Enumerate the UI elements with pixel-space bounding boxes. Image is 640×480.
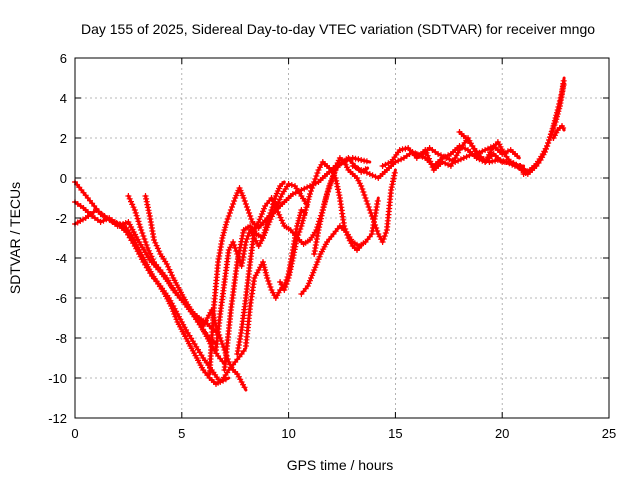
series-markers (456, 129, 524, 169)
grid (75, 58, 609, 418)
y-tick-label: -4 (55, 251, 67, 266)
x-tick-label: 5 (178, 426, 185, 441)
y-tick-label: -10 (48, 371, 67, 386)
chart-title: Day 155 of 2025, Sidereal Day-to-day VTE… (81, 21, 595, 37)
series-trace-20 (520, 80, 567, 177)
series-markers (311, 155, 398, 257)
y-tick-label: 6 (60, 51, 67, 66)
y-tick-label: -2 (55, 211, 67, 226)
y-tick-label: 4 (60, 91, 67, 106)
series-markers (72, 207, 217, 345)
x-axis-title: GPS time / hours (287, 457, 394, 473)
series-trace-16 (379, 135, 521, 173)
x-tick-label: 0 (71, 426, 78, 441)
x-axis: 0 5 10 15 20 25 (71, 58, 616, 441)
y-tick-label: 2 (60, 131, 67, 146)
y-tick-label: 0 (60, 171, 67, 186)
series-line (299, 196, 380, 296)
series-trace-14 (311, 155, 398, 257)
plot-frame (74, 57, 610, 419)
x-tick-label: 25 (602, 426, 616, 441)
y-axis-title: SDTVAR / TECUs (7, 182, 23, 294)
y-tick-label: -12 (48, 411, 67, 426)
plot-area (72, 76, 567, 392)
series-trace-9 (221, 181, 310, 373)
series-line (73, 208, 218, 346)
y-tick-label: -6 (55, 291, 67, 306)
series-line (235, 156, 370, 356)
x-tick-label: 10 (281, 426, 295, 441)
series-trace-21 (550, 123, 567, 141)
series-trace-18 (456, 129, 526, 169)
x-tick-label: 15 (388, 426, 402, 441)
series-trace-10 (234, 155, 370, 357)
series-markers (298, 198, 381, 297)
series-markers (221, 181, 310, 373)
series-markers (550, 123, 567, 141)
x-tick-label: 20 (495, 426, 509, 441)
series-markers (234, 155, 369, 357)
series-trace-11 (242, 207, 308, 349)
y-tick-label: -8 (55, 331, 67, 346)
y-axis: -12 -10 -8 -6 -4 -2 0 2 4 6 (48, 51, 609, 426)
series-trace-13 (298, 196, 381, 297)
series-trace-3 (72, 207, 218, 346)
series-markers (520, 82, 567, 177)
